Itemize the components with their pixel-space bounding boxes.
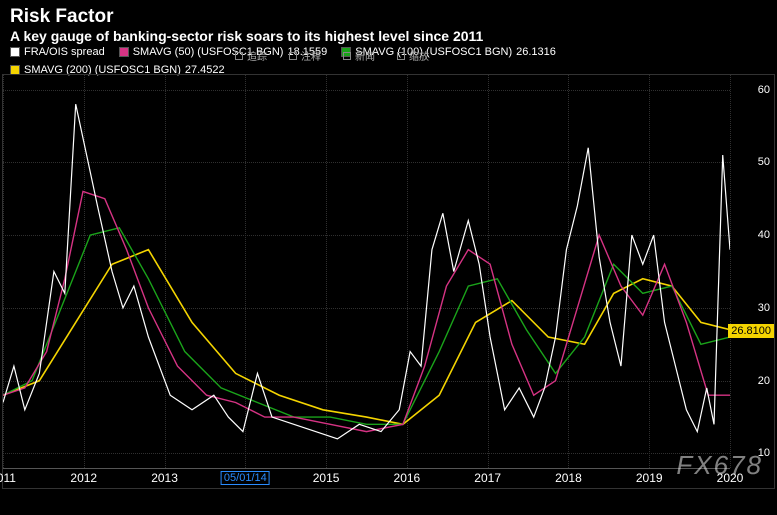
series-ma50 xyxy=(3,191,730,431)
x-label: 2011 xyxy=(0,471,16,485)
zoom-icon xyxy=(397,52,405,60)
y-axis: 10 20 30 40 50 60 xyxy=(730,75,774,468)
x-label: 2013 xyxy=(151,471,178,485)
y-tick: 50 xyxy=(758,156,770,168)
x-label: 2016 xyxy=(394,471,421,485)
x-label-highlight: 05/01/14 xyxy=(221,471,270,485)
x-label: 2019 xyxy=(636,471,663,485)
legend-price[interactable]: FRA/OIS spread xyxy=(10,46,105,58)
track-icon xyxy=(235,52,243,60)
chart-panel: Risk Factor A key gauge of banking-secto… xyxy=(0,0,777,515)
toolbar: 追踪 注释 新闻 缩放 xyxy=(235,48,429,63)
y-tick: 40 xyxy=(758,229,770,241)
chart-area[interactable]: 26.8100 10 20 30 40 50 60 2011 2012 2013 05/01/1… xyxy=(2,74,775,489)
series-svg xyxy=(3,75,730,468)
series-ma200 xyxy=(3,250,730,425)
y-tick: 30 xyxy=(758,302,770,314)
toolbar-zoom[interactable]: 缩放 xyxy=(397,48,429,63)
annotate-icon xyxy=(289,52,297,60)
x-axis: 2011 2012 2013 05/01/14 2015 2016 2017 2018 2019… xyxy=(3,468,730,488)
toolbar-news-label: 新闻 xyxy=(355,48,375,63)
x-label: 2015 xyxy=(313,471,340,485)
legend-ma100-value: 26.1316 xyxy=(516,46,556,58)
y-tick: 20 xyxy=(758,375,770,387)
toolbar-news[interactable]: 新闻 xyxy=(343,48,375,63)
plot-area[interactable]: 26.8100 xyxy=(3,75,730,468)
legend-price-label: FRA/OIS spread xyxy=(24,46,105,58)
toolbar-track-label: 追踪 xyxy=(247,48,267,63)
toolbar-annotate-label: 注释 xyxy=(301,48,321,63)
x-label: 2012 xyxy=(70,471,97,485)
subtitle: A key gauge of banking-sector risk soars… xyxy=(0,28,777,46)
y-tick: 10 xyxy=(758,447,770,459)
news-icon xyxy=(343,52,351,60)
swatch-white-icon xyxy=(10,47,20,57)
y-tick: 60 xyxy=(758,84,770,96)
toolbar-annotate[interactable]: 注释 xyxy=(289,48,321,63)
title: Risk Factor xyxy=(0,0,777,28)
x-label: 2017 xyxy=(474,471,501,485)
series-ma100 xyxy=(3,228,730,425)
toolbar-track[interactable]: 追踪 xyxy=(235,48,267,63)
toolbar-zoom-label: 缩放 xyxy=(409,48,429,63)
x-label: 2020 xyxy=(717,471,744,485)
swatch-magenta-icon xyxy=(119,47,129,57)
x-label: 2018 xyxy=(555,471,582,485)
